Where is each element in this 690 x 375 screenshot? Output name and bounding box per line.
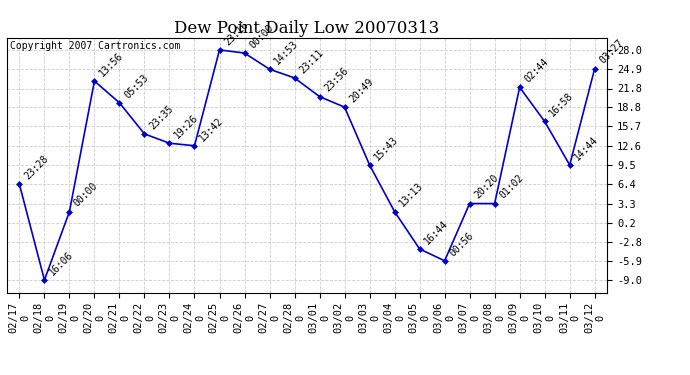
Text: 23:16: 23:16 (222, 20, 250, 47)
Text: 16:44: 16:44 (422, 218, 451, 246)
Text: 16:58: 16:58 (547, 91, 575, 118)
Text: 01:02: 01:02 (497, 173, 525, 201)
Text: 14:44: 14:44 (573, 134, 600, 162)
Text: 23:11: 23:11 (297, 47, 325, 75)
Text: 02:44: 02:44 (522, 57, 551, 84)
Text: 00:56: 00:56 (447, 230, 475, 258)
Text: 23:56: 23:56 (322, 66, 351, 94)
Text: 00:00: 00:00 (247, 22, 275, 50)
Title: Dew Point Daily Low 20070313: Dew Point Daily Low 20070313 (175, 20, 440, 38)
Text: 20:49: 20:49 (347, 76, 375, 104)
Text: 20:20: 20:20 (473, 173, 500, 201)
Text: 00:00: 00:00 (72, 181, 100, 209)
Text: 13:42: 13:42 (197, 115, 225, 143)
Text: 23:35: 23:35 (147, 103, 175, 131)
Text: 16:06: 16:06 (47, 249, 75, 277)
Text: 13:56: 13:56 (97, 50, 125, 78)
Text: Copyright 2007 Cartronics.com: Copyright 2007 Cartronics.com (10, 41, 180, 51)
Text: 15:43: 15:43 (373, 134, 400, 162)
Text: 19:26: 19:26 (172, 112, 200, 141)
Text: 23:28: 23:28 (22, 154, 50, 182)
Text: 13:13: 13:13 (397, 181, 425, 209)
Text: 05:53: 05:53 (122, 72, 150, 100)
Text: 03:27: 03:27 (598, 38, 625, 66)
Text: 14:53: 14:53 (273, 39, 300, 66)
